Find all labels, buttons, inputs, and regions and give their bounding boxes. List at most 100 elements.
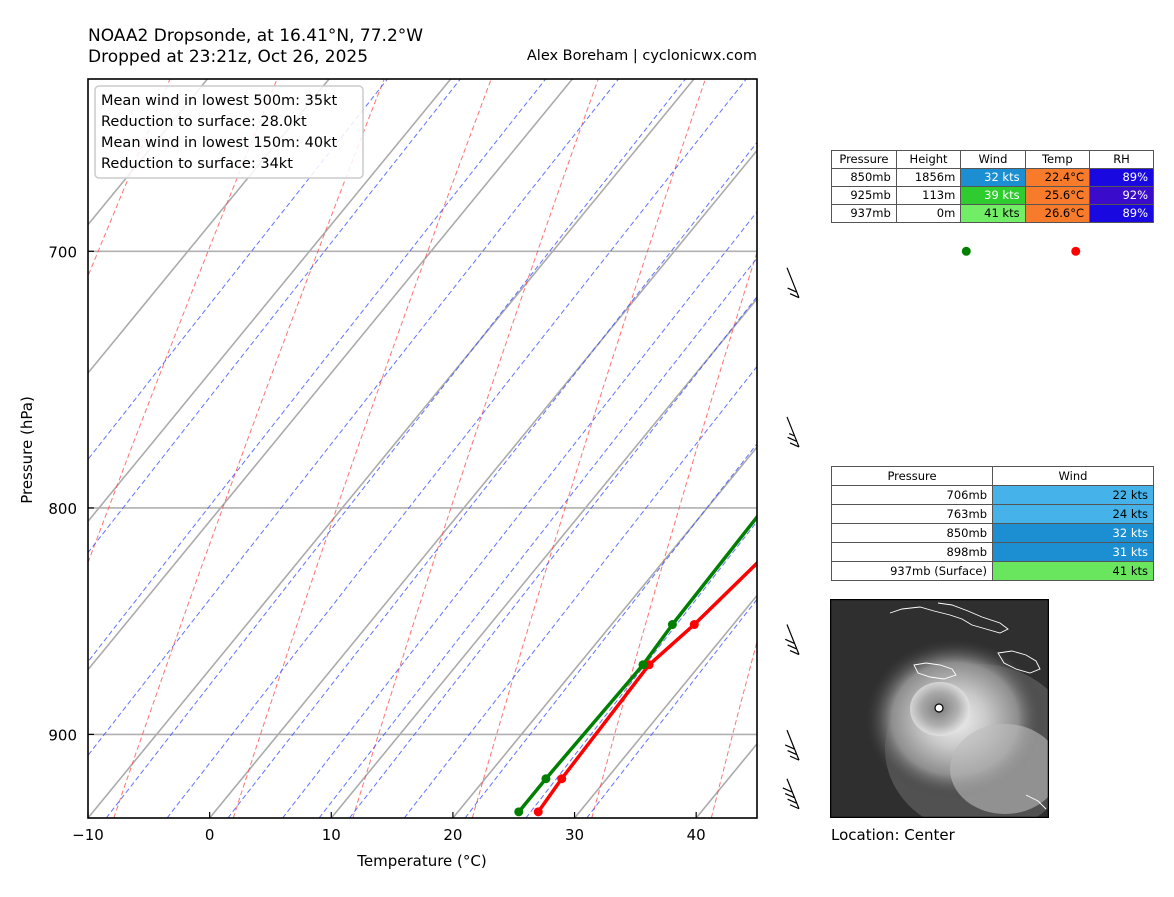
drop-time-subtitle: Dropped at 23:21z, Oct 26, 2025 — [88, 47, 369, 67]
wind-row-speed: 41 kts — [992, 561, 1154, 581]
x-tick-label: 40 — [687, 826, 706, 844]
mixing-ratio-line — [88, 79, 546, 663]
location-label: Location: Center — [831, 826, 955, 844]
wind-row-speed: 22 kts — [992, 485, 1154, 505]
wind-barb — [786, 267, 800, 299]
mixing-ratio-line — [88, 79, 388, 461]
isotherm-line — [209, 149, 757, 818]
data-point-temperature — [557, 774, 567, 784]
isotherm-line — [573, 594, 757, 818]
data-point-temperature — [689, 620, 699, 630]
wind-header-wind: Wind — [992, 466, 1154, 486]
data-point-dewpoint — [667, 620, 677, 630]
wind-row-pressure: 850mb — [831, 523, 993, 543]
level-height: 0m — [895, 204, 962, 223]
x-tick-label: −10 — [72, 826, 104, 844]
level-wind: 32 kts — [960, 168, 1026, 187]
isotherm-line — [88, 79, 452, 523]
level-table: Pressure Height Wind Temp RH 850mb 1856m… — [831, 150, 1154, 223]
level-rh: 89% — [1089, 168, 1154, 187]
wind-row-pressure: 898mb — [831, 542, 993, 562]
data-point-dewpoint — [514, 807, 524, 817]
level-pressure: 937mb — [831, 204, 897, 223]
dry-adiabat-line — [352, 79, 599, 818]
wind-row: 763mb 24 kts — [831, 504, 1154, 524]
data-point-temperature — [1071, 246, 1081, 256]
level-row: 850mb 1856m 32 kts 22.4°C 89% — [831, 168, 1154, 187]
x-axis-ticks: −10 0 10 20 30 40 — [72, 812, 706, 844]
wind-row: 937mb (Surface) 41 kts — [831, 561, 1154, 581]
isotherm-line — [0, 79, 86, 818]
level-header-temp: Temp — [1024, 150, 1091, 169]
coastline-outline — [889, 602, 1047, 810]
level-wind: 41 kts — [960, 204, 1026, 223]
wind-table-header: Pressure Wind — [831, 466, 1154, 486]
data-point-temperature — [533, 807, 543, 817]
mixing-ratio-line — [88, 79, 461, 554]
y-tick-label: 800 — [48, 500, 77, 518]
level-pressure: 850mb — [831, 168, 897, 187]
chart-title: NOAA2 Dropsonde, at 16.41°N, 77.2°W — [88, 26, 424, 46]
isotherm-line — [330, 297, 757, 818]
level-header-height: Height — [895, 150, 962, 169]
level-table-header: Pressure Height Wind Temp RH — [831, 150, 1154, 169]
data-point-dewpoint — [638, 660, 648, 670]
mixing-ratio-line — [282, 210, 757, 818]
mixing-ratio-line — [88, 79, 619, 757]
wind-row: 850mb 32 kts — [831, 523, 1154, 543]
level-row: 937mb 0m 41 kts 26.6°C 89% — [831, 204, 1154, 223]
wind-barb — [784, 729, 800, 761]
x-axis-label: Temperature (°C) — [356, 852, 486, 870]
level-temp: 26.6°C — [1024, 204, 1091, 223]
info-line-2: Reduction to surface: 28.0kt — [101, 114, 307, 130]
level-wind: 39 kts — [960, 186, 1026, 205]
dry-adiabat-line — [591, 250, 757, 818]
x-tick-label: 20 — [443, 826, 462, 844]
dry-adiabat-line — [232, 79, 492, 818]
level-rh: 89% — [1089, 204, 1154, 223]
x-tick-label: 10 — [322, 826, 341, 844]
y-tick-label: 900 — [48, 726, 77, 744]
isotherm-line — [88, 79, 330, 375]
isotherm-line — [88, 79, 209, 226]
wind-row-speed: 24 kts — [992, 504, 1154, 524]
wind-row: 706mb 22 kts — [831, 485, 1154, 505]
dry-adiabat-line — [710, 639, 757, 818]
satellite-image — [830, 599, 1049, 818]
skewt-markers — [514, 246, 1081, 817]
wind-row-pressure: 763mb — [831, 504, 993, 524]
x-tick-label: 0 — [205, 826, 215, 844]
dry-adiabat-line — [113, 79, 385, 818]
x-tick-label: 30 — [565, 826, 584, 844]
info-line-1: Mean wind in lowest 500m: 35kt — [101, 93, 338, 109]
info-box: Mean wind in lowest 500m: 35kt Reduction… — [94, 85, 364, 179]
wind-barb — [782, 778, 800, 810]
info-line-3: Mean wind in lowest 150m: 40kt — [101, 135, 338, 151]
level-rh: 92% — [1089, 186, 1154, 205]
level-height: 1856m — [895, 168, 962, 187]
mixing-ratio-line — [105, 79, 686, 818]
level-temp: 22.4°C — [1024, 168, 1091, 187]
y-tick-label: 700 — [48, 243, 77, 261]
data-point-dewpoint — [541, 774, 551, 784]
wind-table: Pressure Wind 706mb 22 kts 763mb 24 kts … — [831, 466, 1154, 581]
mixing-ratio-line — [166, 79, 747, 818]
credit-text: Alex Boreham | cyclonicwx.com — [526, 48, 757, 64]
isotherm-line — [452, 445, 757, 818]
dry-adiabat-line — [88, 79, 278, 565]
isotherm-line — [88, 79, 695, 818]
wind-row-pressure: 937mb (Surface) — [831, 561, 993, 581]
level-header-pressure: Pressure — [831, 150, 897, 169]
mixing-ratio-line — [227, 141, 757, 818]
level-temp: 25.6°C — [1024, 186, 1091, 205]
level-row: 925mb 113m 39 kts 25.6°C 92% — [831, 186, 1154, 205]
wind-barb — [784, 624, 800, 656]
wind-row-speed: 32 kts — [992, 523, 1154, 543]
info-line-4: Reduction to surface: 34kt — [101, 156, 293, 172]
skewt-grid — [0, 79, 757, 818]
isotherm-line — [88, 79, 573, 671]
wind-row-pressure: 706mb — [831, 485, 993, 505]
data-point-dewpoint — [961, 246, 971, 256]
y-axis-label: Pressure (hPa) — [18, 396, 36, 504]
